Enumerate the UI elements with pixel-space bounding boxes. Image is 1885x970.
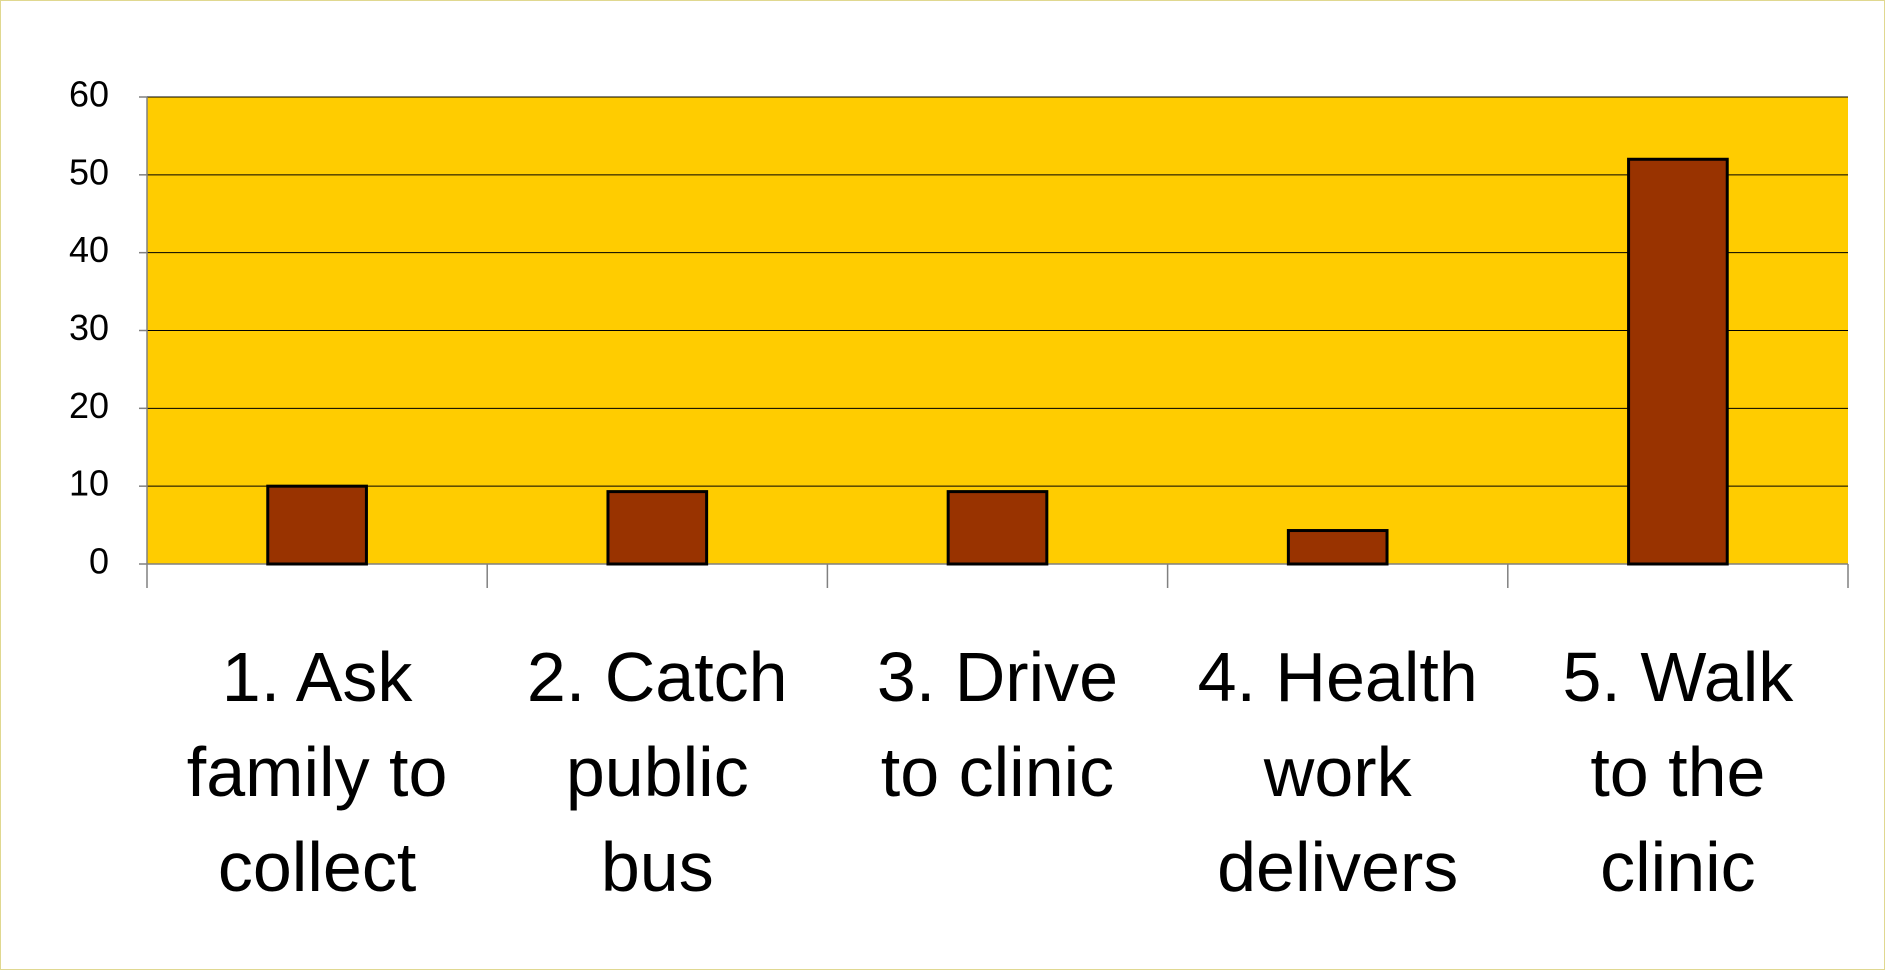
bar xyxy=(606,490,709,566)
x-tick-label: 4. Health work delivers xyxy=(1197,638,1478,906)
y-tick-label: 0 xyxy=(89,541,109,582)
x-tick-label: 5. Walk to the clinic xyxy=(1562,638,1794,906)
x-tick-label: 3. Drive to clinic xyxy=(876,638,1119,811)
bar xyxy=(1286,529,1389,566)
y-tick-label: 60 xyxy=(69,74,109,115)
y-tick-label: 40 xyxy=(69,229,109,270)
y-tick-label: 10 xyxy=(69,463,109,504)
x-tick-label: 1. Ask family to collect xyxy=(186,638,448,906)
x-tick-label: 2. Catch public bus xyxy=(526,638,788,906)
bar xyxy=(266,484,368,566)
y-tick-label: 30 xyxy=(69,307,109,348)
y-tick-label: 50 xyxy=(69,151,109,192)
bar xyxy=(946,490,1049,566)
y-tick-label: 20 xyxy=(69,385,109,426)
bar xyxy=(1627,157,1729,566)
